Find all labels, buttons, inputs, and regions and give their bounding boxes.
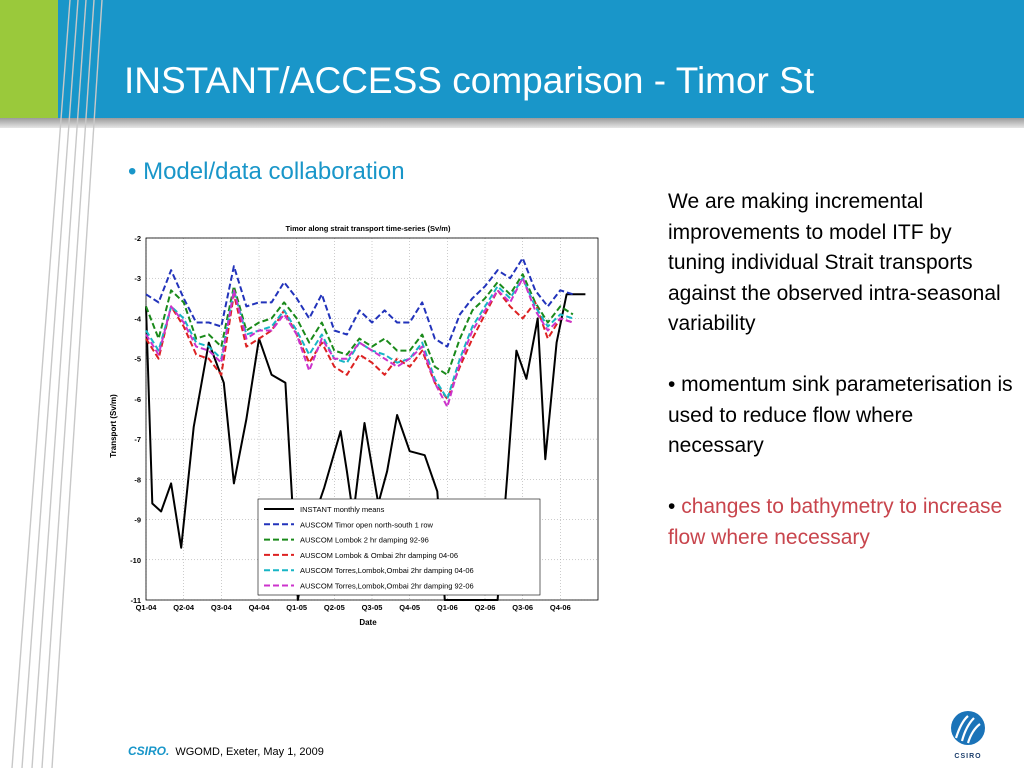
legend-label-0: INSTANT monthly means (300, 505, 385, 514)
legend-label-5: AUSCOM Torres,Lombok,Ombai 2hr damping 9… (300, 582, 474, 591)
series-line-3 (145, 289, 574, 400)
bathymetry-highlight: changes to bathymetry to increase flow w… (668, 495, 1003, 549)
header-bar (0, 0, 1024, 118)
x-tick-label: Q4-04 (249, 603, 271, 612)
legend-box (257, 498, 541, 596)
x-tick-label: Q1-06 (437, 603, 458, 612)
transport-chart: Timor along strait transport time-series… (100, 210, 610, 630)
series-line-1 (145, 257, 574, 348)
decorative-stripes (11, 0, 103, 768)
paragraph-bathymetry: • changes to bathymetry to increase flow… (668, 492, 1013, 553)
y-tick-label: -7 (134, 435, 141, 444)
chart-ylabel: Transport (Sv/m) (109, 394, 118, 458)
legend-label-1: AUSCOM Timor open north-south 1 row (300, 520, 434, 529)
header-shadow (0, 118, 1024, 128)
x-tick-label: Q2-05 (324, 603, 345, 612)
y-tick-label: -6 (134, 395, 141, 404)
chart-xlabel: Date (359, 618, 377, 627)
x-tick-label: Q4-05 (399, 603, 420, 612)
bullet-model-data: • Model/data collaboration (128, 158, 405, 185)
paragraph-momentum-sink: • momentum sink parameterisation is used… (668, 373, 1013, 457)
chart-title: Timor along strait transport time-series… (286, 224, 451, 233)
x-tick-label: Q1-04 (136, 603, 158, 612)
x-tick-label: Q1-05 (286, 603, 307, 612)
y-tick-label: -9 (134, 516, 141, 525)
footer-brand: CSIRO. (128, 744, 170, 758)
x-tick-label: Q3-04 (211, 603, 233, 612)
y-tick-label: -4 (134, 314, 141, 323)
y-tick-label: -10 (130, 556, 141, 565)
x-tick-label: Q4-06 (550, 603, 571, 612)
y-tick-label: -3 (134, 274, 141, 283)
plot-frame (145, 237, 599, 601)
csiro-logo: CSIRO (951, 711, 985, 760)
series-line-5 (145, 277, 574, 408)
x-tick-label: Q2-06 (475, 603, 496, 612)
footer: CSIRO. WGOMD, Exeter, May 1, 2009 (128, 744, 324, 758)
y-tick-label: -8 (134, 475, 141, 484)
series-line-4 (145, 277, 574, 400)
paragraph-incremental: We are making incremental improvements t… (668, 190, 1001, 335)
y-tick-label: -5 (134, 355, 141, 364)
right-text-block: We are making incremental improvements t… (668, 187, 1013, 584)
logo-text: CSIRO (954, 753, 981, 760)
x-tick-label: Q3-06 (512, 603, 533, 612)
legend-label-3: AUSCOM Lombok & Ombai 2hr damping 04-06 (300, 551, 458, 560)
bullet-prefix: • (668, 495, 682, 518)
series-line-2 (145, 273, 574, 376)
y-tick-label: -11 (131, 596, 141, 605)
slide-title: INSTANT/ACCESS comparison - Timor St (124, 60, 815, 101)
legend-label-2: AUSCOM Lombok 2 hr damping 92-96 (300, 536, 429, 545)
x-tick-label: Q2-04 (173, 603, 195, 612)
x-tick-label: Q3-05 (362, 603, 383, 612)
y-tick-label: -2 (134, 234, 141, 243)
series-line-0 (145, 293, 586, 601)
header-green-block (0, 0, 58, 118)
footer-text: WGOMD, Exeter, May 1, 2009 (175, 746, 324, 758)
legend-label-4: AUSCOM Torres,Lombok,Ombai 2hr damping 0… (300, 566, 474, 575)
